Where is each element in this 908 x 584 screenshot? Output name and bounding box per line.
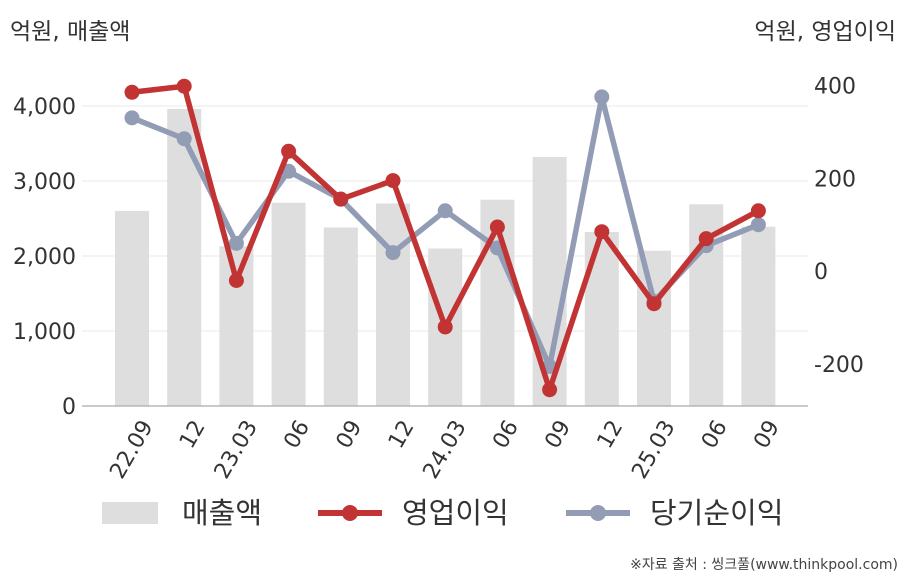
x-tick-label: 06 (488, 416, 524, 453)
data-point (542, 382, 558, 398)
left-tick-label: 2,000 (13, 245, 76, 270)
right-tick-label: 400 (814, 74, 856, 99)
data-point (385, 245, 401, 261)
bar (637, 250, 671, 406)
x-tick-label: 25.03 (627, 416, 680, 483)
legend-label: 영업이익 (402, 496, 509, 530)
legend-label: 매출액 (182, 496, 262, 530)
legend-marker (342, 505, 358, 521)
x-tick-label: 23.03 (210, 416, 263, 483)
x-tick-label: 06 (697, 416, 733, 453)
data-point (437, 319, 453, 335)
data-point (333, 191, 349, 207)
right-tick-label: 0 (814, 260, 828, 285)
data-point (228, 235, 244, 251)
x-tick-label: 12 (593, 416, 629, 453)
bar (323, 227, 358, 406)
x-tick-label: 09 (332, 416, 368, 453)
left-tick-label: 0 (62, 395, 76, 420)
data-point (124, 110, 140, 126)
left-tick-label: 4,000 (13, 95, 76, 120)
x-tick-label: 24.03 (419, 416, 472, 483)
data-point (385, 173, 401, 189)
data-point (176, 78, 192, 94)
x-tick-label: 09 (540, 416, 576, 453)
data-point (750, 203, 766, 219)
data-point (594, 224, 610, 240)
legend-label: 당기순이익 (650, 496, 783, 530)
right-axis-title: 억원, 영업이익 (754, 19, 896, 45)
right-tick-label: 200 (814, 167, 856, 192)
legend-marker (590, 505, 606, 521)
right-tick-label: -200 (814, 353, 864, 378)
bar (271, 202, 306, 406)
data-point (228, 273, 244, 289)
data-point (124, 84, 140, 100)
x-tick-label: 12 (384, 416, 420, 453)
data-point (281, 143, 297, 159)
legend-swatch (102, 502, 158, 524)
data-point (698, 231, 714, 247)
data-point (437, 203, 453, 219)
left-axis-title: 억원, 매출액 (10, 19, 131, 45)
bar (376, 203, 410, 406)
data-point (489, 219, 505, 235)
data-point (176, 131, 192, 147)
x-tick-label: 06 (279, 416, 315, 453)
left-tick-label: 3,000 (13, 170, 76, 195)
x-tick-label: 12 (175, 416, 211, 453)
x-tick-label: 09 (749, 416, 785, 453)
source-note: ※자료 출처 : 씽크풀(www.thinkpool.com) (630, 557, 898, 573)
data-point (646, 296, 662, 312)
x-tick-label: 22.09 (105, 416, 158, 483)
bar (584, 232, 619, 406)
bar (115, 211, 149, 406)
data-point (594, 89, 610, 105)
bar (167, 109, 202, 406)
left-tick-label: 1,000 (13, 320, 76, 345)
data-point (750, 217, 766, 233)
bar (741, 226, 776, 406)
